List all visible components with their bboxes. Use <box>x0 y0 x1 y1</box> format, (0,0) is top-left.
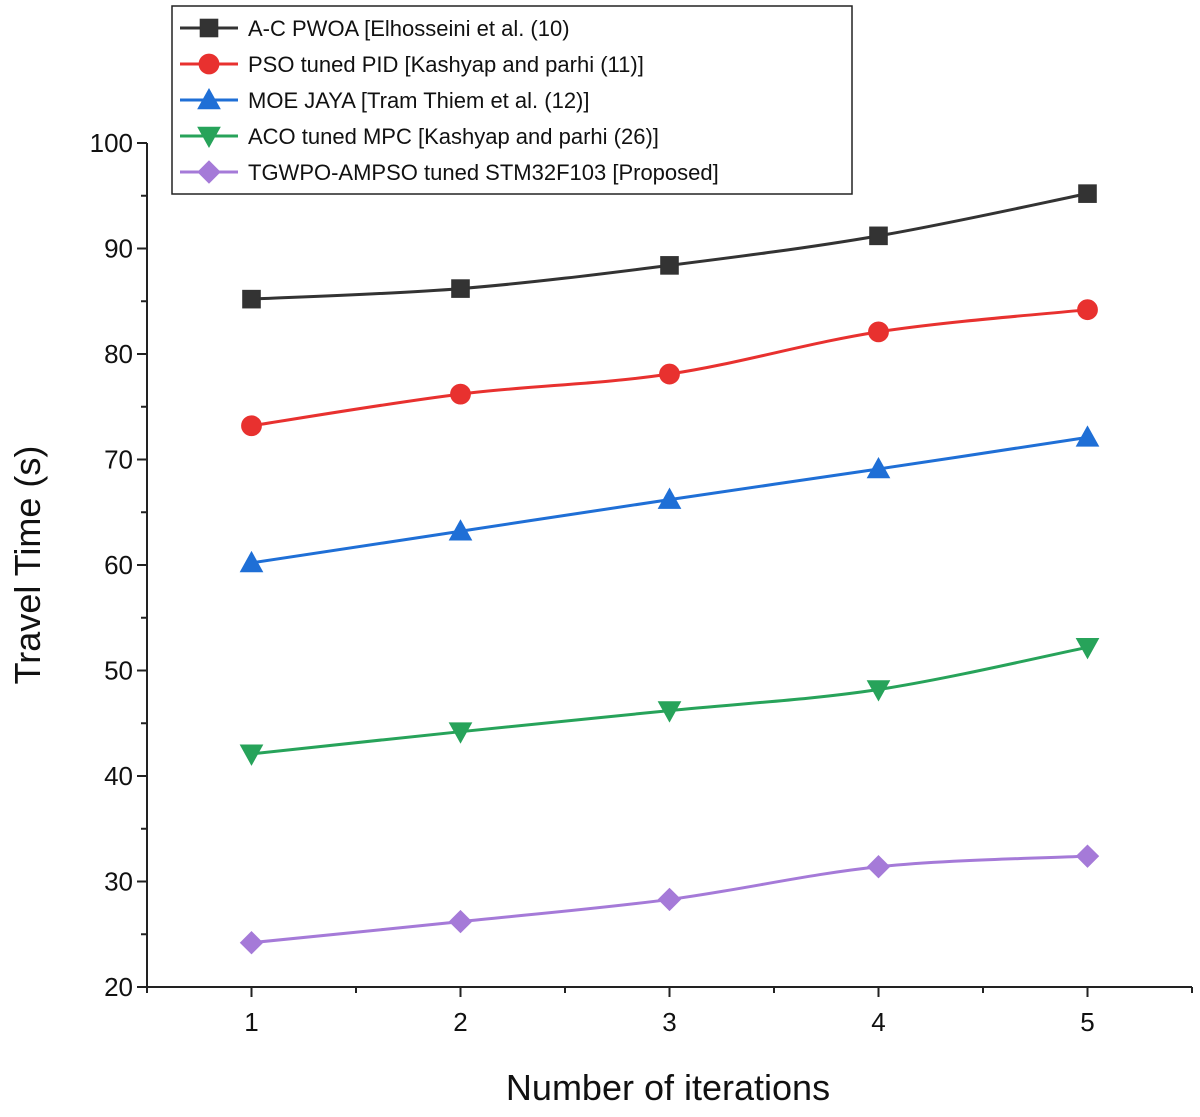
x-tick-label: 4 <box>871 1007 885 1037</box>
data-point <box>448 722 473 744</box>
legend-item: TGWPO-AMPSO tuned STM32F103 [Proposed] <box>180 160 719 185</box>
legend-label: TGWPO-AMPSO tuned STM32F103 [Proposed] <box>248 160 719 185</box>
legend-label: A-C PWOA [Elhosseini et al. (10) <box>248 16 570 41</box>
legend-item: A-C PWOA [Elhosseini et al. (10) <box>180 16 570 41</box>
legend-marker <box>197 126 221 149</box>
data-point <box>241 415 262 437</box>
series-layer <box>239 184 1100 955</box>
y-tick-label: 20 <box>104 972 133 1002</box>
data-point <box>451 279 470 298</box>
series-5 <box>239 844 1100 955</box>
x-tick-label: 1 <box>244 1007 258 1037</box>
data-point <box>866 680 891 702</box>
data-point <box>866 456 891 479</box>
y-tick-label: 80 <box>104 339 133 369</box>
series-line <box>251 645 1088 756</box>
series-4 <box>239 637 1100 766</box>
y-tick-label: 70 <box>104 445 133 475</box>
x-tick-label: 3 <box>662 1007 676 1037</box>
data-point <box>657 887 682 912</box>
series-1 <box>242 184 1097 309</box>
legend-item: PSO tuned PID [Kashyap and parhi (11)] <box>180 52 644 77</box>
data-point <box>659 363 680 385</box>
data-point <box>1077 299 1098 321</box>
legend-label: MOE JAYA [Tram Thiem et al. (12)] <box>248 88 590 113</box>
data-point <box>448 519 473 541</box>
data-point <box>448 909 473 934</box>
y-tick-label: 40 <box>104 761 133 791</box>
y-tick-label: 60 <box>104 550 133 580</box>
data-point <box>868 321 889 343</box>
y-tick-label: 50 <box>104 656 133 686</box>
y-tick-label: 90 <box>104 234 133 264</box>
data-point <box>239 744 264 766</box>
data-point <box>660 256 679 275</box>
series-line <box>251 192 1088 301</box>
x-axis-title: Number of iterations <box>506 1067 830 1108</box>
x-tick-label: 2 <box>453 1007 467 1037</box>
data-point <box>242 289 261 309</box>
y-tick-label: 100 <box>90 128 133 158</box>
data-point <box>869 226 888 246</box>
legend-marker <box>197 160 221 184</box>
legend-label: ACO tuned MPC [Kashyap and parhi (26)] <box>248 124 659 149</box>
data-point <box>1078 184 1097 203</box>
legend: A-C PWOA [Elhosseini et al. (10) PSO tune… <box>171 5 853 195</box>
data-point <box>1075 844 1100 868</box>
y-axis-title: Travel Time (s) <box>7 446 48 685</box>
data-point <box>239 930 264 955</box>
series-2 <box>241 299 1098 437</box>
legend-item: MOE JAYA [Tram Thiem et al. (12)] <box>180 87 590 113</box>
series-3 <box>239 425 1100 573</box>
data-point <box>1075 425 1100 447</box>
legend-label: PSO tuned PID [Kashyap and parhi (11)] <box>248 52 644 77</box>
data-point <box>1075 637 1100 660</box>
y-tick-label: 30 <box>104 867 133 897</box>
data-point <box>657 487 682 509</box>
legend-item: ACO tuned MPC [Kashyap and parhi (26)] <box>180 124 659 149</box>
legend-marker <box>197 87 221 110</box>
legend-marker <box>199 18 219 38</box>
x-tick-label: 5 <box>1080 1007 1094 1037</box>
data-point <box>450 383 471 405</box>
legend-marker <box>198 53 220 75</box>
data-point <box>657 701 682 723</box>
data-point <box>866 855 891 879</box>
data-point <box>239 550 264 573</box>
axes: 20 30 40 50 60 70 80 90 100 1 2 3 4 5 <box>90 128 1193 1037</box>
legend-box <box>171 5 853 195</box>
